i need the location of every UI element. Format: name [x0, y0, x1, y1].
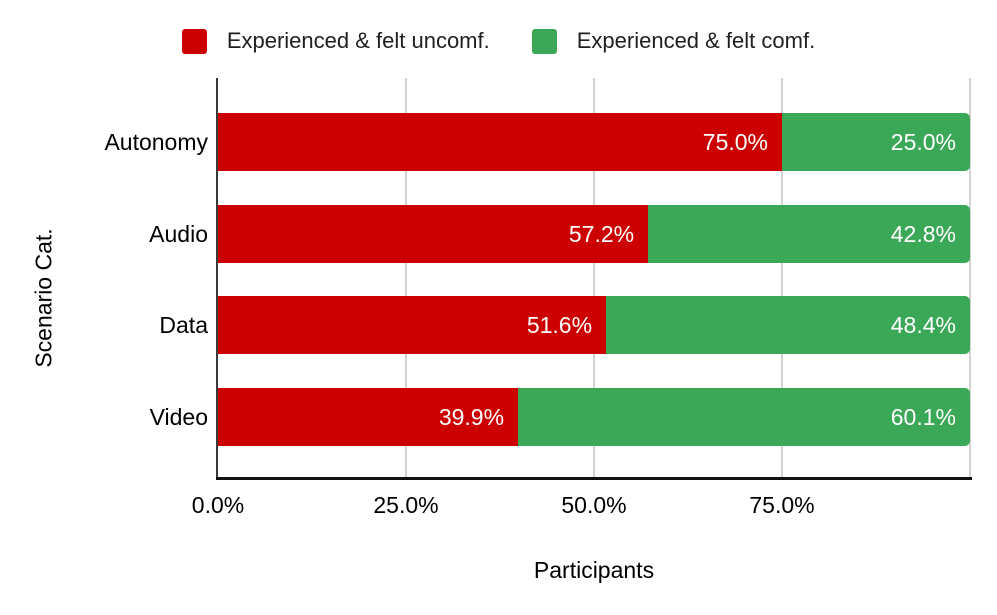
gridline-100pct	[969, 78, 971, 477]
bar-value-label: 48.4%	[890, 312, 956, 338]
x-tick-50: 50.0%	[561, 492, 627, 518]
bar-row-data: 51.6% 48.4%	[218, 296, 970, 354]
bar-segment-data-uncomf: 51.6%	[218, 296, 607, 354]
bar-row-autonomy: 75.0% 25.0%	[218, 113, 970, 171]
bar-segment-video-comf: 60.1%	[518, 388, 970, 446]
category-label-video: Video	[149, 404, 208, 430]
bar-segment-video-uncomf: 39.9%	[218, 388, 519, 446]
legend-label-uncomf: Experienced & felt uncomf.	[226, 28, 490, 53]
gridline-75pct	[781, 78, 783, 477]
y-axis-line	[216, 78, 218, 477]
bar-row-audio: 57.2% 42.8%	[218, 205, 970, 263]
bar-value-label: 42.8%	[890, 221, 956, 247]
plot-area: 75.0% 25.0% 57.2% 42.8% 51.6% 48.4%	[216, 78, 972, 480]
category-label-data: Data	[159, 312, 208, 338]
x-tick-75: 75.0%	[749, 492, 815, 518]
category-label-autonomy: Autonomy	[104, 129, 208, 155]
x-tick-0: 0.0%	[191, 492, 245, 518]
legend-item-comf: Experienced & felt comf.	[531, 28, 816, 54]
bar-value-label: 25.0%	[890, 129, 956, 155]
x-axis-title: Participants	[533, 557, 655, 583]
x-tick-25: 25.0%	[373, 492, 439, 518]
bar-value-label: 60.1%	[890, 404, 956, 430]
legend-label-comf: Experienced & felt comf.	[576, 28, 816, 53]
bar-segment-autonomy-uncomf: 75.0%	[218, 113, 782, 171]
bar-segment-audio-uncomf: 57.2%	[218, 205, 649, 263]
bar-row-video: 39.9% 60.1%	[218, 388, 970, 446]
legend-swatch-uncomf-icon	[181, 28, 207, 54]
y-axis-title: Scenario Cat.	[30, 228, 57, 368]
legend-swatch-comf-icon	[531, 28, 557, 54]
bar-value-label: 39.9%	[438, 404, 505, 430]
category-label-audio: Audio	[149, 221, 208, 247]
legend: Experienced & felt uncomf. Experienced &…	[0, 28, 997, 54]
bar-segment-data-comf: 48.4%	[606, 296, 970, 354]
bar-value-label: 75.0%	[702, 129, 768, 155]
bar-value-label: 51.6%	[526, 312, 593, 338]
bar-segment-autonomy-comf: 25.0%	[782, 113, 970, 171]
bar-segment-audio-comf: 42.8%	[648, 205, 970, 263]
legend-item-uncomf: Experienced & felt uncomf.	[181, 28, 490, 54]
x-axis-line	[216, 477, 972, 480]
gridline-50pct	[593, 78, 595, 477]
gridline-25pct	[405, 78, 407, 477]
bar-value-label: 57.2%	[568, 221, 635, 247]
